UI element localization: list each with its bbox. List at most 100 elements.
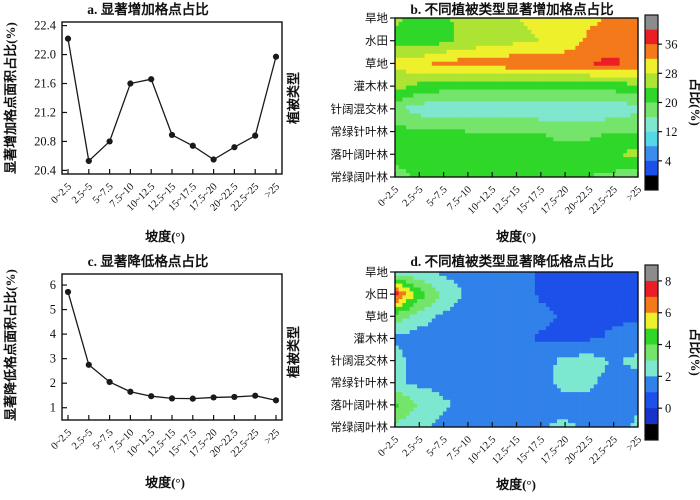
data-point [148,76,155,83]
data-point [272,397,280,404]
y-tick-label: 21.6 [34,77,56,91]
panel-b-ylabel: 植被类型 [286,72,301,125]
colorbar-tick-label: 4 [665,338,672,352]
data-point [189,395,196,402]
vegetation-row-label: 水田 [365,288,388,301]
data-line [67,38,277,163]
colorbar-tick-label: 8 [665,274,671,288]
x-tick-label: 2.5~5 [70,181,95,206]
data-point [85,361,92,368]
vegetation-row-label: 旱地 [365,12,388,25]
vegetation-row-label: 落叶阔叶林 [331,398,389,412]
colorbar-tick-label: 20 [665,96,678,110]
colorbar-tick-label: 2 [665,370,671,384]
x-tick-label: >25 [625,184,644,203]
x-tick-label: 0~2.5 [376,184,401,209]
y-tick-label: 2 [50,376,56,390]
colorbar-tick-label: 4 [665,154,672,168]
heatmap-cells [395,18,639,178]
colorbar-tick-label: 0 [665,402,671,416]
data-point [148,393,155,400]
x-tick-label: >25 [263,427,282,446]
panel-d-title: d. 不同植被类型显著降低格点占比 [410,253,613,269]
axes-frame [61,21,283,175]
panel-d-xlabel: 坡度(°) [496,477,536,492]
y-tick-label: 4 [50,327,57,341]
panel-b-colorbar-label: 占比(%) [688,78,700,126]
vegetation-row-label: 落叶阔叶林 [331,147,389,161]
colorbar-tick-label: 36 [665,38,678,52]
y-tick-label: 20.4 [34,163,57,177]
y-tick-label: 21.2 [34,105,56,119]
data-point [252,132,259,139]
data-point [106,138,113,145]
y-tick-label: 3 [50,352,56,366]
vegetation-row-label: 旱地 [365,266,388,279]
data-point [189,142,196,149]
x-tick-label: >25 [625,434,644,453]
vegetation-row-label: 常绿阔叶林 [331,170,389,184]
panel-a-ylabel: 显著增加格点面积占比(%) [3,22,18,174]
data-point [210,156,217,163]
data-point [272,53,280,60]
panel-d-ylabel: 植被类型 [286,326,301,379]
x-tick-label: 2.5~5 [401,184,426,209]
colorbar-frame [644,264,659,441]
data-point [231,393,238,401]
axes-frame [394,17,639,178]
vegetation-row-label: 草地 [365,57,388,70]
data-point [85,157,92,165]
axes-frame [61,273,283,421]
y-tick-label: 1 [50,401,56,415]
vegetation-row-label: 常绿针叶林 [331,125,389,139]
panel-c-ylabel: 显著降低格点面积占比(%) [3,269,18,421]
panel-c-title: c. 显著降低格点占比 [88,253,209,269]
vegetation-row-label: 灌木林 [354,79,389,93]
x-tick-label: 0~2.5 [49,181,74,206]
data-point [168,131,176,139]
panel-d-colorbar-label: 占比(%) [688,328,700,376]
y-tick-label: 20.8 [34,134,56,148]
x-tick-label: >25 [263,181,282,200]
x-tick-label: 0~2.5 [376,434,401,459]
vegetation-row-label: 灌木林 [354,331,389,345]
panel-b-title: b. 不同植被类型显著增加格点占比 [410,1,613,17]
y-tick-label: 6 [50,278,56,292]
panel-c-xlabel: 坡度(°) [145,475,185,490]
colorbar-tick-label: 28 [665,67,678,81]
vegetation-row-label: 水田 [365,35,388,48]
data-point [127,388,134,395]
data-point [210,394,217,401]
axes-frame [394,271,639,428]
vegetation-row-label: 常绿针叶林 [331,376,389,390]
panel-c-line-plot: 1234560~2.52.5~55~7.57.5~1010~12.512.5~1… [49,273,283,460]
data-line [67,291,277,402]
vegetation-row-label: 针阔混交林 [331,102,389,116]
data-point [231,144,238,151]
x-tick-label: 2.5~5 [70,427,95,452]
data-point [64,288,72,296]
panel-a-xlabel: 坡度(°) [145,229,185,244]
panel-a-line-plot: 20.420.821.221.622.022.40~2.52.5~55~7.57… [34,19,283,214]
x-tick-label: 0~2.5 [49,427,74,452]
y-tick-label: 22.0 [34,48,56,62]
vegetation-row-label: 针阔混交林 [331,354,389,368]
data-point [106,378,113,386]
data-point [64,35,72,42]
data-point [252,392,259,399]
heatmap-cells [395,272,639,428]
vegetation-row-label: 草地 [365,310,388,323]
vegetation-row-label: 常绿阔叶林 [331,420,389,434]
colorbar: 36 28 20 12 4 [644,14,678,191]
data-point [168,395,176,402]
colorbar-tick-label: 12 [665,125,678,139]
colorbar-tick-label: 6 [665,306,671,320]
colorbar: 8 6 4 2 0 [644,264,672,441]
data-point [127,80,134,87]
y-tick-label: 22.4 [34,19,57,33]
y-tick-label: 5 [50,303,56,317]
